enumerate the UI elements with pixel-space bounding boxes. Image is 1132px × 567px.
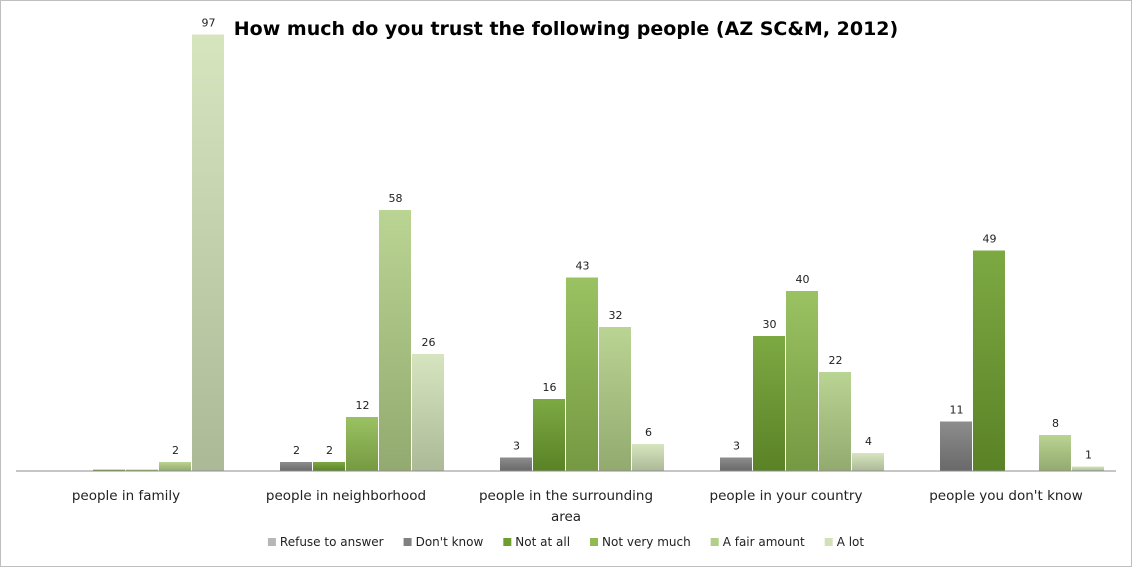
legend-label: A lot bbox=[837, 535, 865, 549]
bar bbox=[379, 210, 411, 471]
data-label: 3 bbox=[733, 440, 740, 453]
data-label: 97 bbox=[202, 17, 216, 30]
category-label: people in neighborhood bbox=[266, 488, 426, 504]
category-label: people in your country bbox=[710, 488, 863, 504]
data-label: 11 bbox=[950, 404, 964, 417]
legend-item: A fair amount bbox=[710, 535, 805, 549]
bar bbox=[126, 469, 158, 471]
data-label: 32 bbox=[609, 309, 623, 322]
data-label: 2 bbox=[293, 444, 300, 457]
bar bbox=[753, 336, 785, 471]
legend-item: A lot bbox=[824, 535, 865, 549]
legend-swatch bbox=[710, 538, 719, 546]
bar bbox=[192, 34, 224, 471]
legend-item: Don't know bbox=[403, 535, 484, 549]
category-label: people in family bbox=[72, 488, 180, 504]
data-label: 6 bbox=[645, 426, 652, 439]
bar bbox=[973, 250, 1005, 471]
legend-label: Not very much bbox=[602, 535, 691, 549]
bar bbox=[786, 291, 818, 471]
data-label: 1 bbox=[1085, 449, 1092, 462]
legend: Refuse to answer Don't know Not at all Not … bbox=[267, 535, 865, 549]
legend-swatch bbox=[267, 538, 276, 546]
legend-swatch bbox=[403, 538, 412, 546]
data-label: 30 bbox=[763, 318, 777, 331]
category-labels: people in family people in neighborhood pe… bbox=[72, 488, 1083, 525]
chart-title: How much do you trust the following peop… bbox=[234, 18, 898, 40]
legend-item: Refuse to answer bbox=[267, 535, 384, 549]
data-label: 58 bbox=[389, 192, 403, 205]
bar bbox=[533, 399, 565, 471]
bar bbox=[159, 462, 191, 471]
bar bbox=[346, 417, 378, 471]
legend-item: Not very much bbox=[590, 535, 691, 549]
bar bbox=[940, 421, 972, 471]
bar bbox=[412, 354, 444, 471]
data-label: 2 bbox=[326, 444, 333, 457]
legend-label: Not at all bbox=[515, 535, 570, 549]
bar bbox=[852, 453, 884, 471]
data-label: 40 bbox=[796, 273, 810, 286]
legend-label: A fair amount bbox=[723, 535, 805, 549]
data-label: 8 bbox=[1052, 417, 1059, 430]
data-label: 3 bbox=[513, 440, 520, 453]
legend-swatch bbox=[824, 538, 833, 546]
legend-label: Don't know bbox=[416, 535, 484, 549]
legend-swatch bbox=[590, 538, 599, 546]
category-label: people you don't know bbox=[929, 488, 1083, 504]
data-label: 2 bbox=[172, 444, 179, 457]
data-label: 22 bbox=[829, 354, 843, 367]
data-label: 4 bbox=[865, 435, 872, 448]
bar bbox=[1039, 435, 1071, 471]
bar bbox=[599, 327, 631, 471]
data-label: 26 bbox=[422, 336, 436, 349]
bar bbox=[1072, 466, 1104, 471]
data-label: 49 bbox=[983, 233, 997, 246]
category-label: people in the surrounding area bbox=[479, 488, 653, 525]
data-label: 43 bbox=[576, 260, 590, 273]
bar bbox=[720, 457, 752, 471]
bar bbox=[93, 469, 125, 471]
data-label: 16 bbox=[543, 381, 557, 394]
bar bbox=[819, 372, 851, 471]
legend-label: Refuse to answer bbox=[280, 535, 384, 549]
bar bbox=[313, 462, 345, 471]
bar bbox=[280, 462, 312, 471]
legend-item: Not at all bbox=[503, 535, 570, 549]
data-label: 12 bbox=[356, 399, 370, 412]
bar bbox=[500, 457, 532, 471]
bar bbox=[632, 444, 664, 471]
bar bbox=[566, 277, 598, 471]
legend-swatch bbox=[503, 538, 512, 546]
